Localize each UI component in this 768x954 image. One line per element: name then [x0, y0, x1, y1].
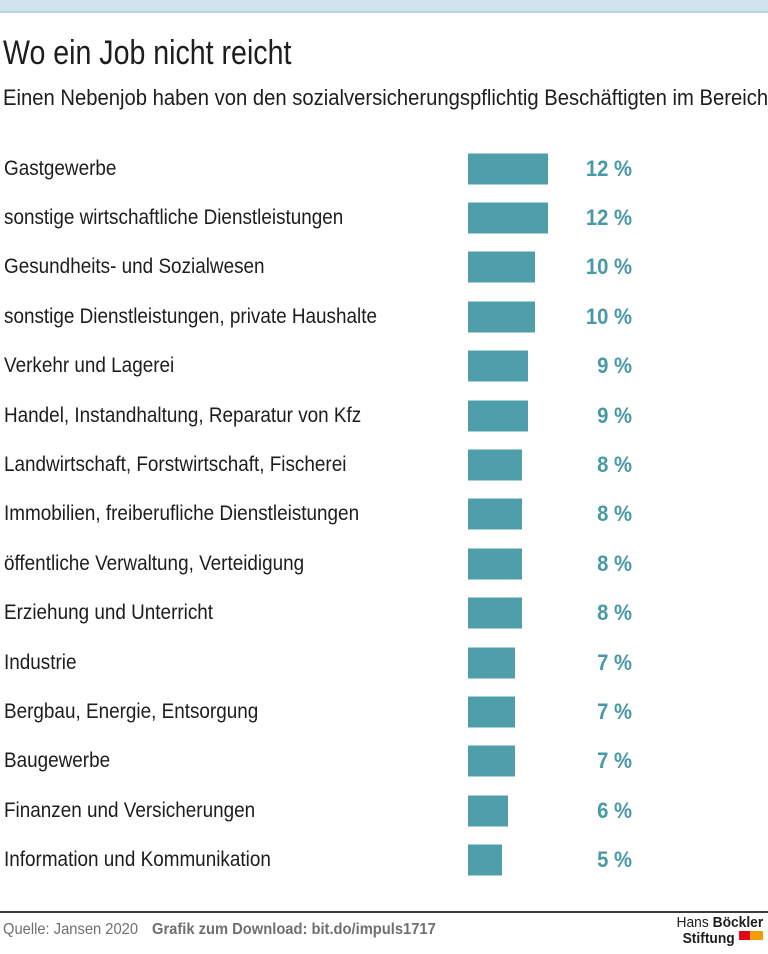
category-label: sonstige wirtschaftliche Dienstleistunge… — [4, 206, 344, 230]
category-label: Baugewerbe — [4, 749, 111, 773]
value-label: 8 % — [597, 550, 632, 576]
chart-row: Gastgewerbe 12 % — [0, 144, 768, 193]
download-text: Grafik zum Download: bit.do/impuls1717 — [152, 921, 436, 938]
category-label: Gastgewerbe — [4, 156, 117, 180]
footer-divider — [0, 911, 768, 913]
category-label: öffentliche Verwaltung, Verteidigung — [4, 551, 305, 575]
chart-row: Handel, Instandhaltung, Reparatur von Kf… — [0, 391, 768, 440]
page-subtitle: Einen Nebenjob haben von den sozialversi… — [3, 85, 768, 110]
top-band — [0, 0, 768, 11]
value-label: 7 % — [597, 698, 632, 724]
bar — [468, 153, 549, 185]
bar — [468, 449, 522, 481]
bar — [468, 745, 515, 777]
category-label: Landwirtschaft, Forstwirtschaft, Fischer… — [4, 453, 347, 477]
bar — [468, 844, 502, 876]
bar — [468, 498, 522, 530]
category-label: Immobilien, freiberufliche Dienstleistun… — [4, 502, 360, 526]
category-label: Handel, Instandhaltung, Reparatur von Kf… — [4, 403, 362, 427]
category-label: Information und Kommunikation — [4, 848, 271, 872]
category-label: Gesundheits- und Sozialwesen — [4, 255, 265, 279]
chart-row: Baugewerbe 7 % — [0, 737, 768, 786]
top-band-edge — [0, 11, 768, 13]
value-label: 7 % — [597, 748, 632, 774]
value-label: 10 % — [585, 303, 632, 329]
logo-line1: Hans Böckler — [676, 915, 763, 931]
chart-row: Erziehung und Unterricht 8 % — [0, 589, 768, 638]
value-label: 8 % — [597, 600, 632, 626]
source-text: Quelle: Jansen 2020 — [3, 921, 139, 938]
value-label: 10 % — [585, 254, 632, 280]
value-label: 7 % — [597, 649, 632, 675]
logo-hans: Hans — [676, 914, 709, 931]
value-label: 12 % — [585, 155, 632, 181]
chart-row: Immobilien, freiberufliche Dienstleistun… — [0, 490, 768, 539]
value-label: 8 % — [597, 501, 632, 527]
value-label: 9 % — [597, 353, 632, 379]
bar — [468, 350, 529, 382]
value-label: 12 % — [585, 205, 632, 231]
bar-chart: Gastgewerbe 12 % sonstige wirtschaftlich… — [0, 144, 768, 885]
value-label: 6 % — [597, 797, 632, 823]
bar — [468, 202, 549, 234]
category-label: sonstige Dienstleistungen, private Haush… — [4, 304, 377, 328]
chart-row: Industrie 7 % — [0, 638, 768, 687]
logo-orange-block — [750, 931, 763, 940]
value-label: 5 % — [597, 847, 632, 873]
category-label: Industrie — [4, 650, 77, 674]
bar — [468, 548, 522, 580]
category-label: Finanzen und Versicherungen — [4, 798, 256, 822]
chart-row: sonstige wirtschaftliche Dienstleistunge… — [0, 193, 768, 242]
chart-row: Verkehr und Lagerei 9 % — [0, 342, 768, 391]
value-label: 9 % — [597, 402, 632, 428]
hans-boeckler-logo: Hans Böckler Stiftung — [676, 915, 763, 947]
bar — [468, 251, 535, 283]
logo-boeckler: Böckler — [712, 914, 763, 931]
page-title: Wo ein Job nicht reicht — [3, 34, 292, 72]
bar — [468, 400, 529, 432]
bar — [468, 696, 515, 728]
chart-row: sonstige Dienstleistungen, private Haush… — [0, 292, 768, 341]
logo-mark-icon — [739, 931, 763, 940]
chart-row: Gesundheits- und Sozialwesen 10 % — [0, 243, 768, 292]
chart-row: Landwirtschaft, Forstwirtschaft, Fischer… — [0, 440, 768, 489]
bar — [468, 647, 515, 679]
chart-row: Bergbau, Energie, Entsorgung 7 % — [0, 687, 768, 736]
category-label: Bergbau, Energie, Entsorgung — [4, 699, 259, 723]
bar — [468, 597, 522, 629]
bar — [468, 795, 509, 827]
logo-stiftung: Stiftung — [682, 930, 735, 947]
bar — [468, 301, 535, 333]
category-label: Erziehung und Unterricht — [4, 601, 214, 625]
chart-row: Information und Kommunikation 5 % — [0, 835, 768, 884]
logo-red-block — [739, 931, 751, 940]
logo-line2: Stiftung — [676, 931, 763, 947]
category-label: Verkehr und Lagerei — [4, 354, 175, 378]
chart-row: Finanzen und Versicherungen 6 % — [0, 786, 768, 835]
value-label: 8 % — [597, 452, 632, 478]
chart-row: öffentliche Verwaltung, Verteidigung 8 % — [0, 539, 768, 588]
